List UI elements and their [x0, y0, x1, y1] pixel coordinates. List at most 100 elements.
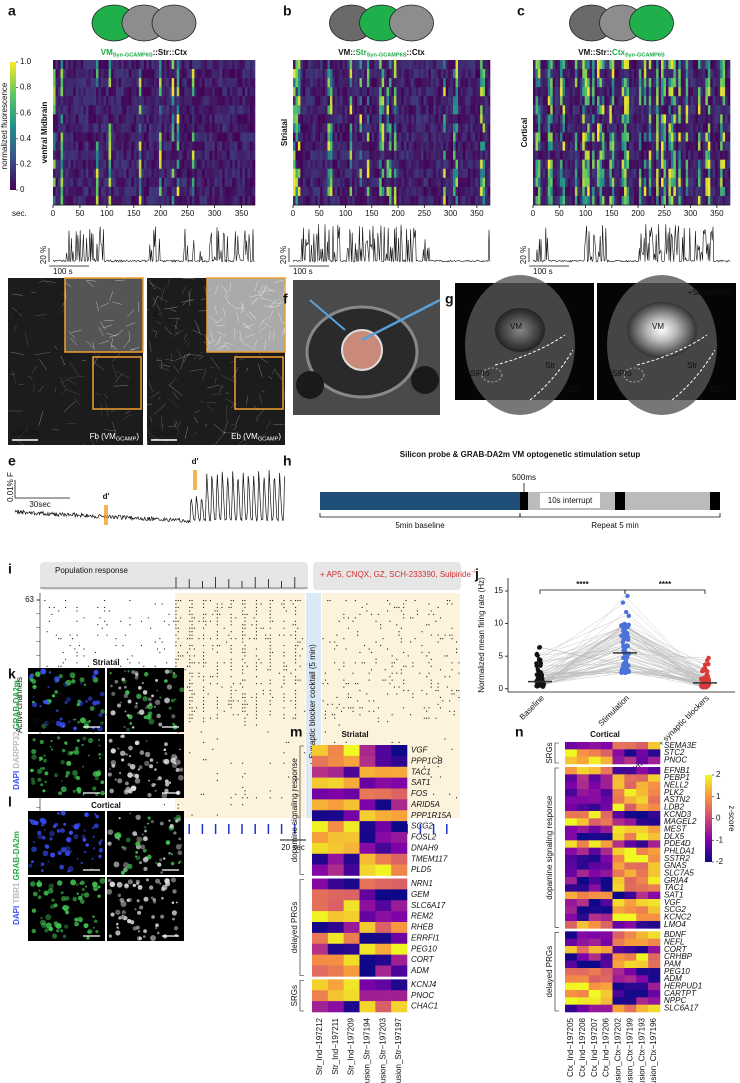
- heatmap-cell: [325, 60, 328, 69]
- heatmap-cell: [98, 96, 101, 105]
- spike: [198, 621, 199, 622]
- heatmap-cell: [627, 96, 630, 105]
- heatmap-cell: [245, 123, 248, 132]
- heatmap-cell: [73, 187, 76, 196]
- heatmap-cell: [622, 60, 625, 69]
- heatmap-cell: [720, 60, 723, 69]
- heatmap-cell: [632, 123, 635, 132]
- heatmap-cell: [416, 60, 419, 69]
- spike: [60, 638, 61, 639]
- heatmap-cell: [480, 87, 483, 96]
- heatmap-cell: [300, 69, 303, 78]
- heatmap-cell: [207, 151, 210, 160]
- heatmap-cell: [728, 69, 731, 78]
- heatmap-cell: [720, 96, 723, 105]
- heatmap-cell: [543, 105, 546, 114]
- heatmap-cell: [421, 123, 424, 132]
- spike: [339, 621, 340, 622]
- heatmap-cell: [468, 87, 471, 96]
- heatmap-cell: [295, 187, 298, 196]
- heatmap-cell: [401, 196, 404, 205]
- heatmap-cell: [325, 178, 328, 187]
- heatmap-cell: [389, 151, 392, 160]
- heatmap-cell: [308, 160, 311, 169]
- heatmap-cell: [389, 169, 392, 178]
- heatmap-cell: [205, 133, 208, 142]
- heatmap-cell: [612, 142, 615, 151]
- heatmap-cell: [456, 69, 459, 78]
- heatmap-cell: [377, 178, 380, 187]
- spike: [270, 666, 271, 667]
- heatmap-cell: [478, 142, 481, 151]
- heatmap-cell: [114, 151, 117, 160]
- heatmap-cell: [194, 69, 197, 78]
- heatmap-cell: [451, 87, 454, 96]
- heatmap-cell: [580, 105, 583, 114]
- heatmap-cell: [202, 123, 205, 132]
- spike: [77, 662, 78, 663]
- heatmap-cell: [688, 87, 691, 96]
- heatmap-cell: [318, 123, 321, 132]
- region-label: Cortical: [520, 118, 529, 148]
- heatmap-cell: [540, 78, 543, 87]
- heatmap-cell: [101, 133, 104, 142]
- heatmap-cell: [340, 69, 343, 78]
- heatmap-cell: [134, 160, 137, 169]
- heatmap-cell: [384, 142, 387, 151]
- heatmap-cell: [134, 151, 137, 160]
- heatmap-cell: [199, 87, 202, 96]
- heatmap-cell: [639, 151, 642, 160]
- heatmap-cell: [332, 105, 335, 114]
- heatmap-cell: [215, 69, 218, 78]
- heatmap-cell: [78, 87, 81, 96]
- heatmap-cell: [538, 69, 541, 78]
- spike: [451, 638, 452, 639]
- heatmap-cell: [119, 187, 122, 196]
- heatmap-cell: [167, 78, 170, 87]
- heatmap-cell: [550, 114, 553, 123]
- heatmap-cell: [164, 142, 167, 151]
- spike: [189, 638, 190, 639]
- heatmap-cell: [359, 123, 362, 132]
- spike: [203, 645, 204, 646]
- heatmap-cell: [305, 196, 308, 205]
- heatmap-cell: [688, 133, 691, 142]
- heatmap-cell: [394, 196, 397, 205]
- heatmap-cell: [416, 196, 419, 205]
- marker-label: d′: [103, 492, 110, 501]
- heatmap-cell: [389, 160, 392, 169]
- heatmap-cell: [688, 151, 691, 160]
- spike: [192, 645, 193, 646]
- heatmap-cell: [66, 196, 69, 205]
- heatmap-cell: [235, 160, 238, 169]
- spike: [244, 648, 245, 649]
- heatmap-cell: [345, 87, 348, 96]
- heatmap-cell: [572, 105, 575, 114]
- heatmap-cell: [609, 151, 612, 160]
- spike: [376, 621, 377, 622]
- heatmap-cell: [394, 151, 397, 160]
- heatmap-cell: [728, 178, 731, 187]
- heatmap-cell: [86, 187, 89, 196]
- heatmap-cell: [247, 196, 250, 205]
- heatmap-cell: [189, 87, 192, 96]
- heatmap-cell: [205, 69, 208, 78]
- heatmap-cell: [202, 105, 205, 114]
- heatmap-cell: [109, 60, 112, 69]
- heatmap-cell: [76, 142, 79, 151]
- heatmap-cell: [659, 123, 662, 132]
- panel-label: i: [8, 561, 12, 577]
- spike: [256, 621, 257, 622]
- heatmap-cell: [149, 96, 152, 105]
- heatmap-cell: [602, 187, 605, 196]
- heatmap-cell: [414, 69, 417, 78]
- heatmap-cell: [404, 160, 407, 169]
- heatmap-cell: [725, 133, 728, 142]
- heatmap-cell: [96, 142, 99, 151]
- heatmap-cell: [592, 142, 595, 151]
- heatmap-cell: [553, 105, 556, 114]
- heatmap-cell: [247, 114, 250, 123]
- heatmap-cell: [106, 187, 109, 196]
- heatmap-cell: [441, 105, 444, 114]
- heatmap-cell: [666, 69, 669, 78]
